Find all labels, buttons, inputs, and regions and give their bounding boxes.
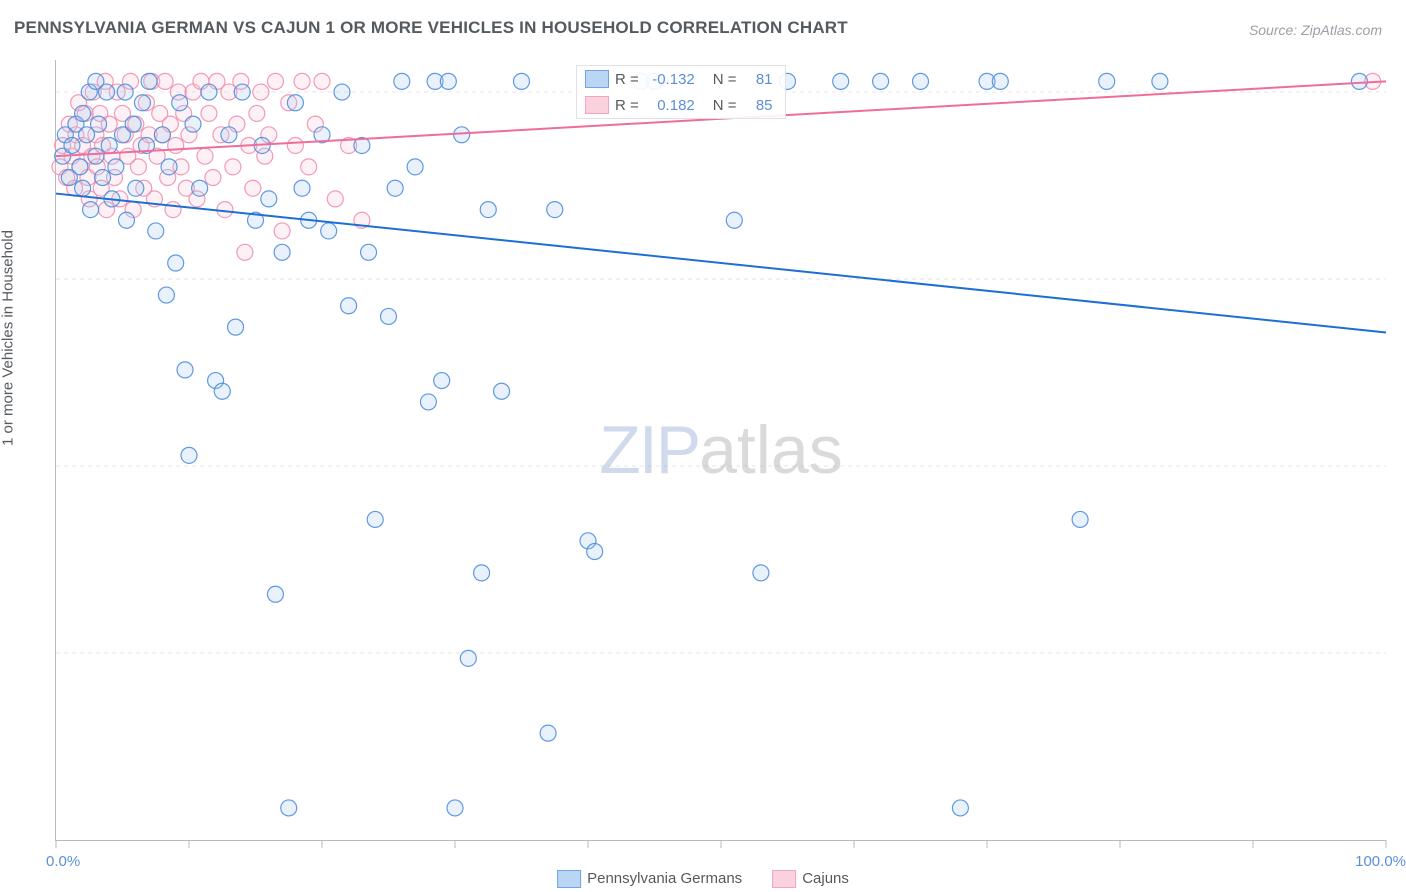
series-legend: Pennsylvania Germans Cajuns — [557, 870, 849, 888]
chart-container: PENNSYLVANIA GERMAN VS CAJUN 1 OR MORE V… — [0, 0, 1406, 892]
chart-title: PENNSYLVANIA GERMAN VS CAJUN 1 OR MORE V… — [14, 18, 848, 38]
y-axis-label: 1 or more Vehicles in Household — [0, 230, 17, 446]
legend-swatch — [585, 96, 609, 114]
legend-n-value: 81 — [743, 71, 773, 88]
legend-n-value: 85 — [743, 97, 773, 114]
series-legend-label: Pennsylvania Germans — [587, 870, 742, 887]
source-attribution: Source: ZipAtlas.com — [1249, 22, 1382, 38]
correlation-legend-row: R = 0.182 N = 85 — [577, 92, 785, 118]
correlation-legend: R = -0.132 N = 81 R = 0.182 N = 85 — [576, 65, 786, 119]
legend-n-label: N = — [713, 97, 737, 114]
series-legend-label: Cajuns — [802, 870, 849, 887]
legend-r-value: 0.182 — [645, 97, 695, 114]
y-tick-label: 100.0% — [1394, 84, 1406, 101]
series-legend-item: Cajuns — [772, 870, 849, 888]
legend-r-label: R = — [615, 97, 639, 114]
plot-area: ZIPatlas R =-0.132N =81R =0.182N =85 0.0… — [55, 60, 1386, 841]
y-tick-label: 47.5% — [1394, 645, 1406, 662]
legend-r-label: R = — [615, 71, 639, 88]
legend-swatch — [585, 70, 609, 88]
y-tick-label: 82.5% — [1394, 271, 1406, 288]
legend-swatch — [557, 870, 581, 888]
correlation-legend-row: R = -0.132 N = 81 — [577, 66, 785, 92]
series-legend-item: Pennsylvania Germans — [557, 870, 742, 888]
x-axis-min-label: 0.0% — [46, 853, 80, 870]
legend-r-value: -0.132 — [645, 71, 695, 88]
legend-n-label: N = — [713, 71, 737, 88]
scatter-svg — [56, 60, 1386, 840]
x-axis-max-label: 100.0% — [1355, 853, 1406, 870]
y-tick-label: 65.0% — [1394, 458, 1406, 475]
legend-swatch — [772, 870, 796, 888]
